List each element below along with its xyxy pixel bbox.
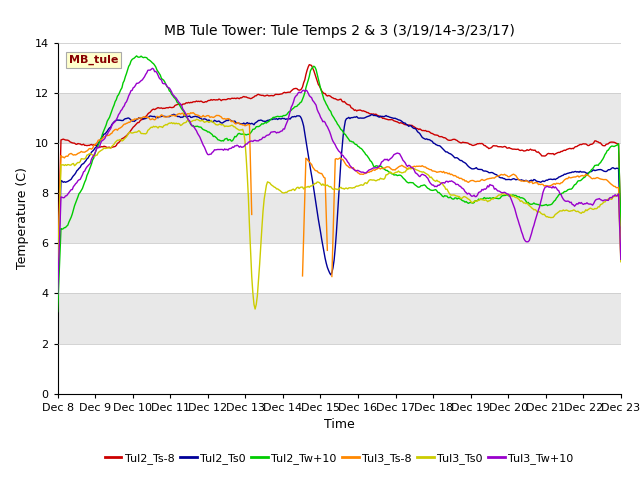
Text: MB_tule: MB_tule: [69, 54, 118, 65]
Bar: [58, 93, 621, 144]
Bar: [58, 193, 621, 243]
X-axis label: Time: Time: [324, 418, 355, 431]
Legend: Tul2_Ts-8, Tul2_Ts0, Tul2_Tw+10, Tul3_Ts-8, Tul3_Ts0, Tul3_Tw+10: Tul2_Ts-8, Tul2_Ts0, Tul2_Tw+10, Tul3_Ts…: [100, 448, 578, 468]
Title: MB Tule Tower: Tule Temps 2 & 3 (3/19/14-3/23/17): MB Tule Tower: Tule Temps 2 & 3 (3/19/14…: [164, 24, 515, 38]
Bar: [58, 293, 621, 344]
Y-axis label: Temperature (C): Temperature (C): [16, 168, 29, 269]
